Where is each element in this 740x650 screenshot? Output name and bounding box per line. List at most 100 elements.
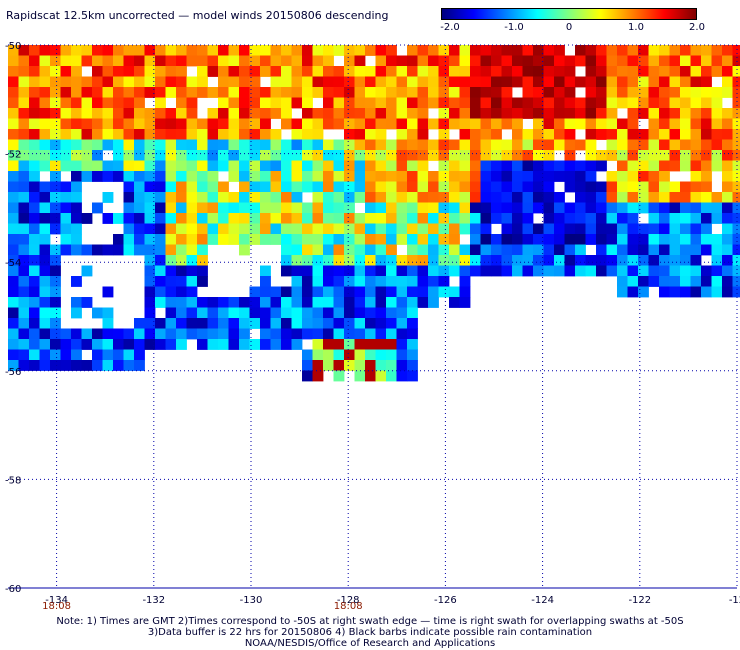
data-cell: [417, 160, 429, 172]
data-cell: [176, 181, 187, 193]
data-cell: [176, 97, 187, 109]
data-cell: [8, 360, 19, 371]
data-cell: [270, 307, 282, 319]
data-cell: [186, 307, 198, 319]
data-cell: [71, 76, 82, 88]
data-cell: [113, 97, 124, 109]
data-cell: [407, 160, 418, 172]
data-cell: [333, 181, 345, 193]
data-cell: [60, 97, 72, 109]
data-cell: [732, 150, 740, 161]
data-cell: [270, 66, 282, 77]
data-cell: [144, 171, 156, 182]
data-cell: [470, 97, 481, 109]
data-cell: [291, 181, 303, 193]
data-cell: [228, 97, 240, 109]
data-cell: [533, 234, 544, 245]
data-cell: [312, 171, 324, 182]
data-cell: [312, 45, 324, 56]
data-cell: [260, 97, 271, 109]
data-cell: [134, 160, 145, 172]
data-cell: [564, 244, 576, 256]
data-cell: [438, 150, 450, 161]
data-cell: [8, 129, 19, 140]
data-cell: [281, 66, 292, 77]
swath-time-label: 18:08: [334, 601, 363, 612]
data-cell: [617, 255, 628, 266]
data-cell: [543, 244, 555, 256]
data-cell: [165, 234, 177, 245]
data-cell: [71, 360, 82, 371]
data-cell: [648, 202, 660, 214]
data-cell: [491, 213, 502, 224]
data-cell: [491, 129, 502, 140]
data-cell: [459, 171, 471, 182]
data-cell: [270, 87, 282, 98]
data-cell: [8, 286, 19, 298]
data-cell: [312, 276, 324, 287]
data-cell: [470, 55, 481, 67]
data-cell: [165, 139, 177, 151]
data-cell: [344, 129, 355, 140]
data-cell: [575, 192, 586, 203]
data-cell: [680, 55, 691, 67]
swath-time-label: 18:08: [42, 601, 71, 612]
data-cell: [354, 55, 366, 67]
colorbar-tick-label: 1.0: [628, 22, 644, 33]
data-cell: [480, 66, 492, 77]
data-cell: [81, 339, 93, 350]
data-cell: [396, 108, 408, 119]
data-cell: [134, 108, 145, 119]
data-cell: [281, 286, 292, 298]
data-cell: [365, 360, 376, 371]
data-cell: [155, 213, 166, 224]
data-cell: [113, 129, 124, 140]
data-cell: [386, 349, 397, 361]
data-cell: [333, 234, 345, 245]
data-cell: [501, 160, 513, 172]
data-cell: [312, 339, 324, 350]
data-cell: [155, 181, 166, 193]
data-cell: [218, 76, 229, 88]
data-cell: [323, 87, 334, 98]
data-cell: [386, 255, 397, 266]
data-cell: [638, 202, 649, 214]
data-cell: [438, 139, 450, 151]
data-cell: [18, 244, 30, 256]
data-cell: [302, 318, 313, 329]
data-cell: [669, 66, 681, 77]
data-cell: [302, 171, 313, 182]
data-cell: [144, 255, 156, 266]
data-cell: [81, 108, 93, 119]
data-cell: [270, 223, 282, 235]
data-cell: [680, 118, 691, 130]
data-cell: [386, 108, 397, 119]
footnote-line: NOAA/NESDIS/Office of Research and Appli…: [244, 638, 496, 649]
data-cell: [459, 66, 471, 77]
data-cell: [81, 171, 93, 182]
data-cell: [39, 55, 51, 67]
data-cell: [333, 255, 345, 266]
data-cell: [344, 328, 355, 340]
data-cell: [701, 45, 712, 56]
data-cell: [60, 118, 72, 130]
data-cell: [312, 55, 324, 67]
data-cell: [29, 265, 40, 277]
data-cell: [554, 160, 565, 172]
data-cell: [386, 87, 397, 98]
data-cell: [417, 255, 429, 266]
data-cell: [302, 139, 313, 151]
data-cell: [228, 223, 240, 235]
data-cell: [438, 234, 450, 245]
data-cell: [312, 129, 324, 140]
data-cell: [711, 97, 723, 109]
data-cell: [218, 118, 229, 130]
data-cell: [260, 171, 271, 182]
data-cell: [134, 244, 145, 256]
axis-labels: -50-52-54-56-58-60-134 -132 -130 -128 -126 -1…: [5, 41, 740, 612]
data-cell: [701, 55, 712, 67]
data-cell: [123, 181, 135, 193]
data-cell: [690, 276, 702, 287]
data-cell: [690, 45, 702, 56]
data-cell: [312, 307, 324, 319]
